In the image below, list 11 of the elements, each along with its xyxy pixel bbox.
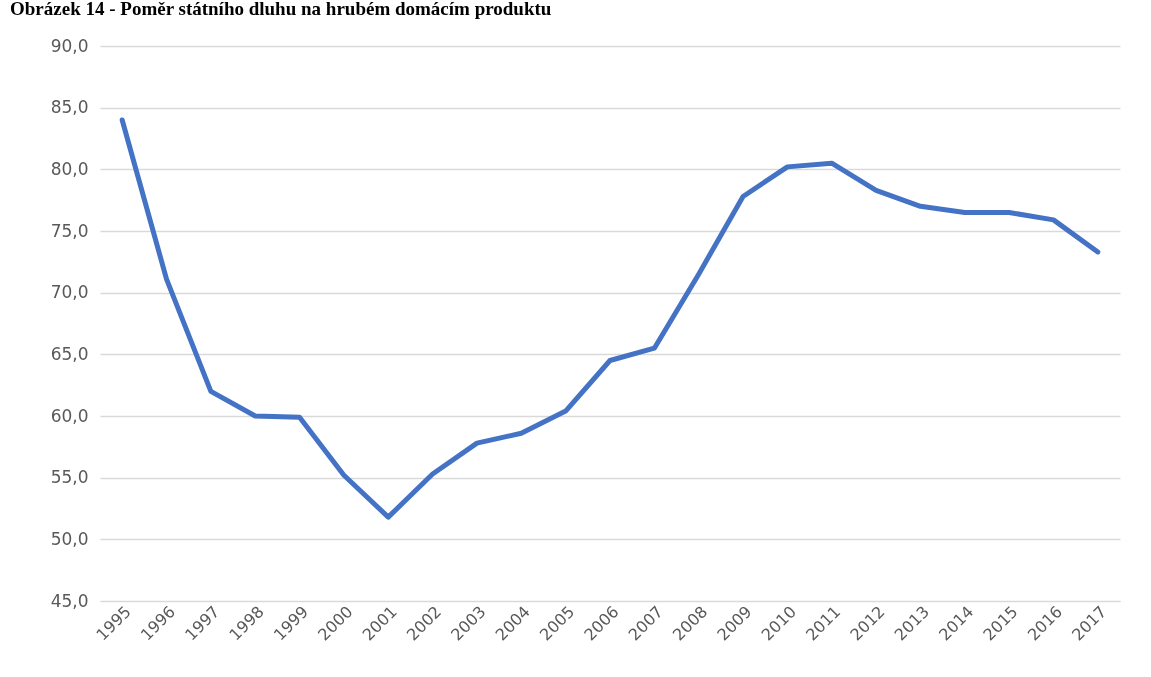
y-tick-label: 60,0 xyxy=(50,405,89,426)
y-tick-label: 80,0 xyxy=(50,158,89,179)
y-tick-label: 90,0 xyxy=(50,35,89,56)
y-tick-label: 70,0 xyxy=(50,282,89,303)
y-tick-label: 85,0 xyxy=(50,97,89,118)
chart-title: Obrázek 14 - Poměr státního dluhu na hrubém domácím produktu xyxy=(10,0,552,19)
y-tick-label: 45,0 xyxy=(50,590,89,611)
y-tick-label: 50,0 xyxy=(50,528,89,549)
y-tick-label: 65,0 xyxy=(50,343,89,364)
y-tick-label: 75,0 xyxy=(50,220,89,241)
y-tick-label: 55,0 xyxy=(50,467,89,488)
